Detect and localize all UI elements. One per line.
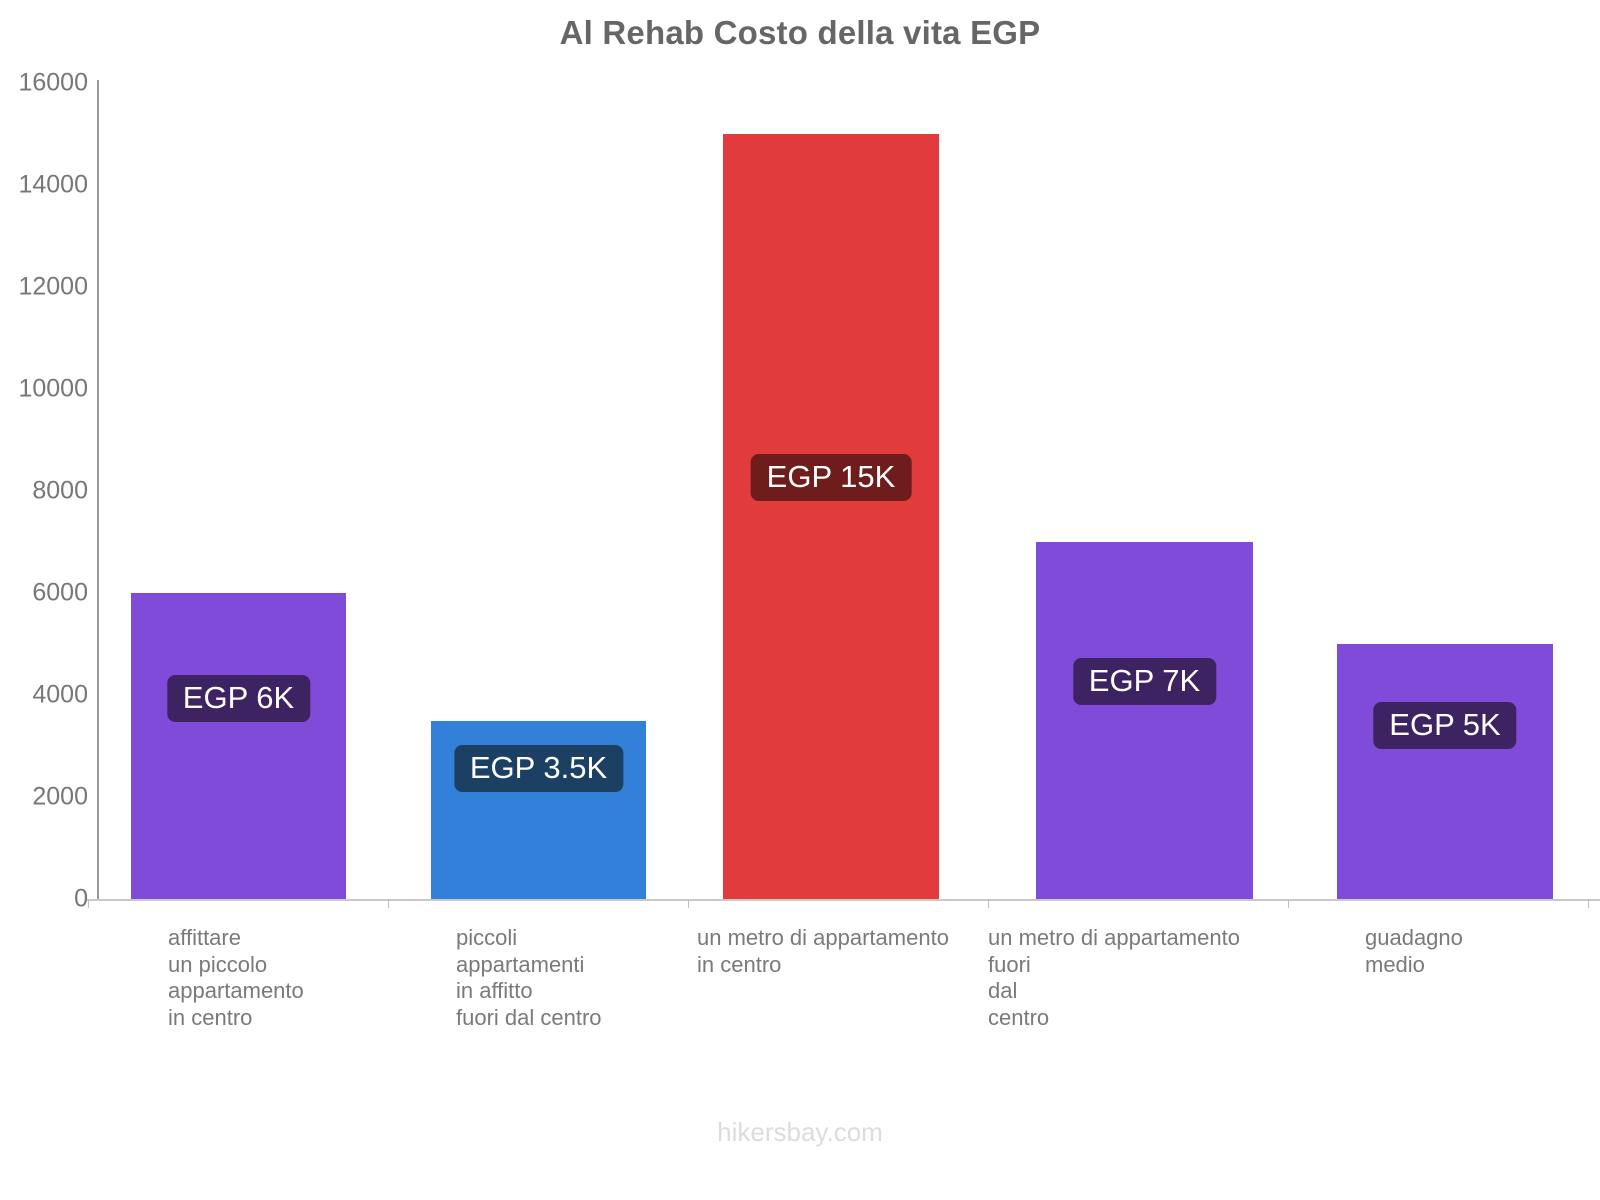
category-label: guadagno medio <box>1365 925 1463 977</box>
y-axis-tick-label: 2000 <box>32 782 88 811</box>
x-axis-tick-mark <box>1288 899 1289 908</box>
y-axis-tick-label: 14000 <box>18 170 88 199</box>
watermark: hikersbay.com <box>717 1117 883 1147</box>
bar-value-label: EGP 7K <box>1072 658 1217 705</box>
y-axis-tick-label: 4000 <box>32 680 88 709</box>
x-axis-tick-mark <box>1588 899 1589 908</box>
bar-value-label: EGP 6K <box>166 675 311 722</box>
x-axis-tick-mark <box>988 899 989 908</box>
bar[interactable]: EGP 15K <box>723 134 939 899</box>
category-label: piccoli appartamenti in affitto fuori da… <box>456 925 602 1030</box>
bar[interactable]: EGP 3.5K <box>431 720 646 899</box>
category-label: un metro di appartamento in centro <box>697 925 949 977</box>
x-axis-line <box>86 899 1600 901</box>
y-axis-tick-label: 0 <box>74 884 88 913</box>
bar-value-label: EGP 5K <box>1373 702 1517 749</box>
x-axis-tick-mark <box>88 899 89 908</box>
category-label: affittare un piccolo appartamento in cen… <box>168 925 304 1030</box>
bar[interactable]: EGP 5K <box>1337 644 1553 899</box>
bar[interactable]: EGP 6K <box>131 593 346 899</box>
category-label: un metro di appartamento fuori dal centr… <box>988 925 1240 1030</box>
bar-value-label: EGP 15K <box>750 454 912 501</box>
bar[interactable]: EGP 7K <box>1036 542 1253 899</box>
y-axis-tick-label: 8000 <box>32 476 88 505</box>
x-axis-tick-mark <box>688 899 689 908</box>
y-axis-tick-label: 12000 <box>18 272 88 301</box>
y-axis-tick-label: 16000 <box>18 68 88 97</box>
y-axis-tick-label: 6000 <box>32 578 88 607</box>
x-axis-tick-mark <box>388 899 389 908</box>
y-axis-tick-label: 10000 <box>18 374 88 403</box>
y-axis-line <box>97 80 99 901</box>
page-title: Al Rehab Costo della vita EGP <box>559 14 1041 51</box>
bar-value-label: EGP 3.5K <box>453 744 624 792</box>
